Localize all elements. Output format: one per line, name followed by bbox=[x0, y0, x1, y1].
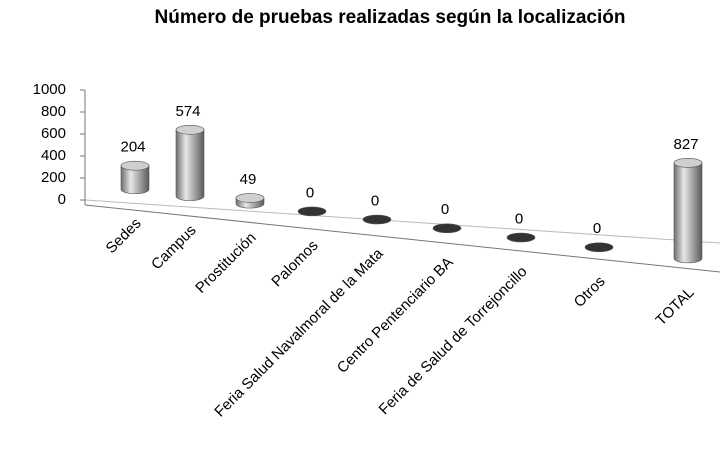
x-tick-label: Sedes bbox=[103, 215, 145, 257]
y-tick-label: 800 bbox=[41, 103, 66, 120]
y-tick-label: 0 bbox=[58, 191, 66, 208]
value-label: 574 bbox=[175, 103, 200, 120]
y-tick-label: 1000 bbox=[33, 81, 66, 98]
floor-back bbox=[84, 199, 720, 244]
value-label: 0 bbox=[515, 210, 523, 227]
y-tick-label: 200 bbox=[41, 169, 66, 186]
bar bbox=[175, 129, 205, 201]
floor-front bbox=[84, 204, 720, 273]
bar-top bbox=[120, 160, 150, 171]
bar-top bbox=[297, 206, 327, 217]
value-label: 827 bbox=[673, 136, 698, 153]
bar bbox=[673, 162, 703, 264]
value-label: 0 bbox=[306, 184, 314, 201]
chart-title: Número de pruebas realizadas según la lo… bbox=[155, 7, 626, 28]
x-tick-label: Palomos bbox=[268, 237, 321, 290]
bar-top bbox=[235, 193, 265, 203]
x-tick-label: Feria de Salud de Torrejoncillo bbox=[376, 263, 531, 418]
bar-top bbox=[432, 223, 462, 234]
y-tick-label: 600 bbox=[41, 125, 66, 142]
y-tick-label: 400 bbox=[41, 147, 66, 164]
x-tick-label: Prostitución bbox=[192, 229, 259, 296]
bar-top bbox=[362, 214, 392, 225]
bar bbox=[120, 165, 150, 195]
value-label: 49 bbox=[240, 171, 257, 188]
x-tick-label: TOTAL bbox=[652, 284, 697, 329]
value-label: 204 bbox=[120, 139, 145, 156]
bar-top bbox=[673, 158, 703, 168]
bar-top bbox=[506, 232, 536, 243]
bar-top bbox=[584, 242, 614, 253]
value-label: 0 bbox=[593, 220, 601, 237]
x-tick-label: Campus bbox=[148, 222, 200, 274]
value-label: 0 bbox=[441, 201, 449, 218]
x-tick-label: Otros bbox=[571, 273, 609, 311]
bar-top bbox=[175, 125, 205, 135]
value-label: 0 bbox=[371, 192, 379, 209]
